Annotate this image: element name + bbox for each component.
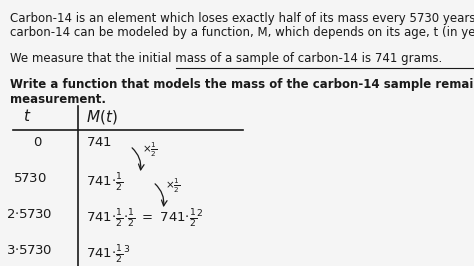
Text: Write a function that models the mass of the carbon-14 sample remaining t years : Write a function that models the mass of… <box>10 78 474 91</box>
Text: $741{\cdot}\frac{1}{2}^{3}$: $741{\cdot}\frac{1}{2}^{3}$ <box>86 244 130 266</box>
Text: $2{\cdot}5730$: $2{\cdot}5730$ <box>6 208 53 221</box>
Text: $\times\frac{1}{2}$: $\times\frac{1}{2}$ <box>165 177 180 195</box>
Text: $5730$: $5730$ <box>13 172 47 185</box>
Text: carbon-14 can be modeled by a function, M, which depends on its age, t (in years: carbon-14 can be modeled by a function, … <box>10 26 474 39</box>
Text: $\times\frac{1}{2}$: $\times\frac{1}{2}$ <box>142 141 157 159</box>
Text: $0$: $0$ <box>33 136 43 149</box>
Text: $t$: $t$ <box>23 108 31 124</box>
Text: Carbon-14 is an element which loses exactly half of its mass: Carbon-14 is an element which loses exac… <box>10 12 372 25</box>
Text: $741{\cdot}\frac{1}{2}$: $741{\cdot}\frac{1}{2}$ <box>86 172 123 194</box>
Text: We measure that the initial mass of a sample of carbon-14 is 741 grams.: We measure that the initial mass of a sa… <box>10 52 442 65</box>
Text: Carbon-14 is an element which loses exactly half of its mass every 5730 years. T: Carbon-14 is an element which loses exac… <box>10 12 474 25</box>
Text: $3{\cdot}5730$: $3{\cdot}5730$ <box>6 244 53 257</box>
Text: We measure that the: We measure that the <box>10 52 138 65</box>
Text: $741{\cdot}\frac{1}{2}{\cdot}\frac{1}{2}\ =\ 741{\cdot}\frac{1}{2}^{2}$: $741{\cdot}\frac{1}{2}{\cdot}\frac{1}{2}… <box>86 208 204 230</box>
Text: $M(t)$: $M(t)$ <box>86 108 118 126</box>
Text: every 5730 years: every 5730 years <box>10 12 113 25</box>
Text: initial mass of a sample of carbon-14 is 741 grams.: initial mass of a sample of carbon-14 is… <box>10 52 314 65</box>
Text: $741$: $741$ <box>86 136 112 149</box>
Text: measurement.: measurement. <box>10 93 106 106</box>
Text: Carbon-14 is an element which loses exactly half of its mass: Carbon-14 is an element which loses exac… <box>10 12 372 25</box>
